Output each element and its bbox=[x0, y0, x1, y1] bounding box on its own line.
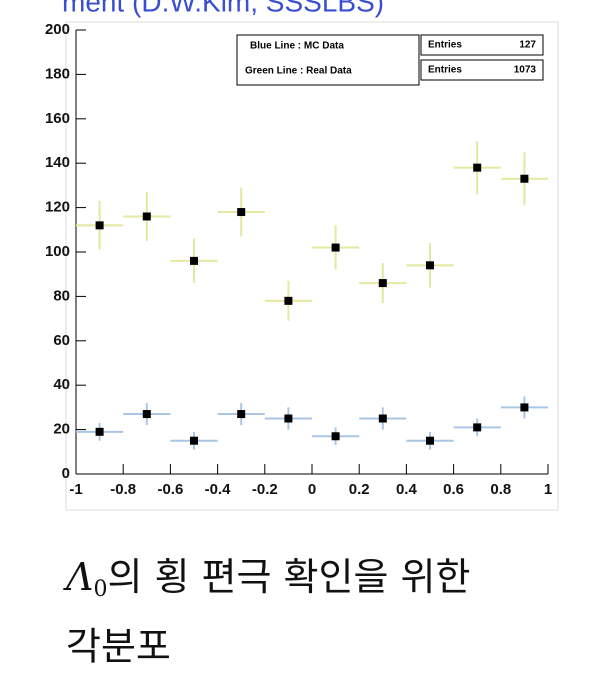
caption-line: 각분포 bbox=[66, 625, 171, 669]
stats-box: Blue Line : MC Data Green Line : Real Da… bbox=[236, 34, 544, 86]
y-tick-label: 120 bbox=[45, 199, 70, 216]
data-point bbox=[426, 436, 434, 445]
x-tick-label: 0 bbox=[308, 481, 316, 498]
y-tick-label: 60 bbox=[53, 332, 70, 349]
data-point bbox=[237, 410, 246, 419]
data-point bbox=[95, 221, 104, 230]
y-tick-label: 0 bbox=[62, 465, 70, 482]
y-tick-label: 160 bbox=[45, 110, 70, 127]
stats-entries: 1073 bbox=[514, 65, 537, 76]
stats-entries-box bbox=[420, 59, 544, 81]
data-point bbox=[284, 414, 293, 423]
data-point bbox=[520, 174, 529, 183]
data-point bbox=[190, 256, 198, 265]
data-point bbox=[473, 423, 482, 432]
x-tick-label: -0.8 bbox=[110, 481, 136, 498]
caption-subscript: 0 bbox=[93, 577, 107, 602]
data-point bbox=[331, 243, 340, 252]
data-point bbox=[331, 432, 340, 441]
data-point bbox=[237, 208, 246, 217]
data-point bbox=[142, 212, 151, 221]
x-tick-label: 0.8 bbox=[490, 481, 511, 498]
data-point bbox=[190, 436, 198, 445]
stats-label-box bbox=[236, 34, 420, 86]
data-point bbox=[378, 279, 387, 288]
y-tick-label: 20 bbox=[53, 421, 70, 438]
stats-label: Blue Line : MC Data bbox=[250, 41, 344, 52]
x-tick-label: 0.6 bbox=[443, 481, 464, 498]
stats-entries: 127 bbox=[519, 40, 536, 51]
x-tick-label: 0.4 bbox=[396, 481, 418, 498]
x-tick-label: 0.2 bbox=[349, 481, 370, 498]
header-fragment: ment (D.W.Kim, SSSLBS) bbox=[62, 0, 384, 17]
x-tick-label: -1 bbox=[69, 481, 82, 498]
y-tick-label: 40 bbox=[53, 376, 70, 393]
data-point bbox=[142, 410, 151, 419]
y-tick-label: 180 bbox=[45, 65, 70, 82]
data-point bbox=[284, 296, 293, 305]
x-tick-label: -0.2 bbox=[252, 481, 278, 498]
data-point bbox=[473, 163, 482, 172]
x-tick-label: -0.4 bbox=[205, 481, 232, 498]
y-tick-label: 100 bbox=[45, 243, 70, 260]
stats-entries-box bbox=[420, 34, 544, 56]
y-tick-label: 80 bbox=[53, 287, 70, 304]
data-point bbox=[426, 261, 434, 270]
stats-entries-label: Entries bbox=[428, 40, 462, 51]
caption-text: 의 횡 편극 확인을 위한 bbox=[107, 555, 470, 599]
x-tick-label: 1 bbox=[544, 481, 552, 498]
data-point bbox=[520, 403, 529, 412]
x-tick-label: -0.6 bbox=[157, 481, 183, 498]
y-tick-label: 140 bbox=[45, 154, 70, 171]
caption-symbol: Λ bbox=[63, 555, 93, 599]
data-point bbox=[378, 414, 387, 423]
stats-entries-label: Entries bbox=[428, 65, 462, 76]
y-tick-label: 200 bbox=[45, 21, 70, 38]
data-point bbox=[95, 427, 104, 436]
caption-line: Λ0의 횡 편극 확인을 위한 bbox=[63, 555, 470, 603]
stats-label: Green Line : Real Data bbox=[245, 66, 352, 77]
